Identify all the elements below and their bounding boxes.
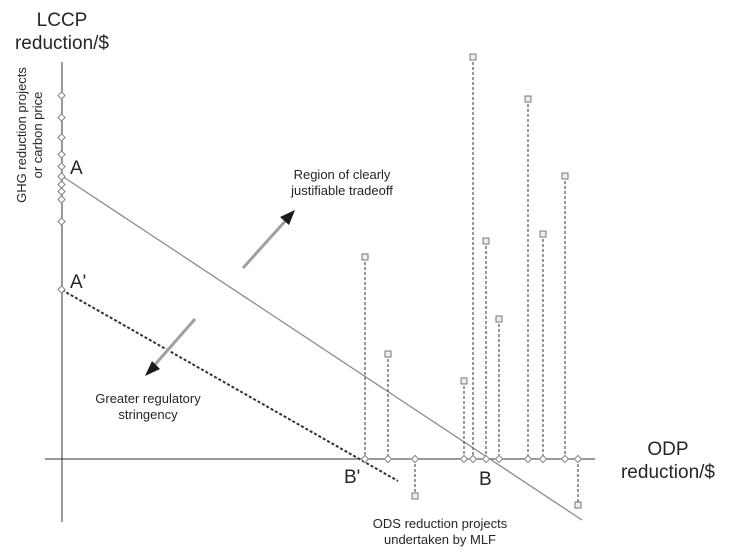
ods-axis-marker [494, 454, 504, 464]
y-axis-title-line2: reduction/$ [14, 32, 109, 54]
x-axis-title-line2: reduction/$ [620, 461, 715, 483]
ods-axis-marker [360, 454, 370, 464]
x-bottom-label: ODS reduction projects undertaken by MLF [345, 516, 535, 547]
stringency-label-line2: stringency [118, 406, 178, 422]
ghg-project-marker [57, 172, 66, 181]
ods-square [361, 253, 369, 261]
ghg-project-marker [57, 133, 66, 142]
y-axis-title-line1: LCCP [36, 10, 88, 31]
ghg-project-marker [57, 217, 66, 226]
stringency-label-line1: Greater regulatory [95, 391, 201, 406]
ods-square [539, 230, 547, 238]
ods-axis-marker [523, 454, 533, 464]
ods-square [384, 350, 392, 358]
x-axis-title-line1: ODP [647, 439, 689, 460]
ghg-project-marker [57, 187, 66, 196]
region-label-line2: justifiable tradeoff [291, 182, 393, 198]
ods-square [495, 315, 503, 323]
ods-square [460, 377, 468, 385]
x-bottom-label-line2: undertaken by MLF [383, 531, 496, 547]
ghg-project-markers [57, 91, 66, 294]
ods-axis-marker [538, 454, 548, 464]
ghg-project-marker [57, 150, 66, 159]
ods-axis-marker [383, 454, 393, 464]
ods-square [482, 237, 490, 245]
ods-project-squares [361, 53, 582, 509]
y-side-label-line2: or carbon price [30, 91, 45, 179]
y-side-label-line1: GHG reduction projects [13, 67, 29, 203]
line-A-B [61, 175, 583, 521]
ods-axis-marker [468, 454, 478, 464]
ods-axis-markers [360, 454, 583, 464]
ods-square [574, 501, 582, 509]
ods-project-stems [364, 57, 579, 505]
y-axis-title: LCCP reduction/$ [10, 10, 114, 56]
ghg-project-marker [57, 195, 66, 204]
ods-square [411, 492, 419, 500]
point-A-label: A [70, 158, 83, 179]
x-bottom-label-line1: ODS reduction projects [372, 516, 508, 531]
stringency-arrow-head [145, 361, 160, 376]
ods-square [524, 95, 532, 103]
stringency-label: Greater regulatory stringency [82, 391, 214, 422]
ods-axis-marker [481, 454, 491, 464]
region-label-line1: Region of clearly [293, 167, 391, 182]
ghg-project-marker [57, 285, 66, 294]
tradeoff-arrow-head [280, 210, 295, 225]
ghg-project-marker [57, 162, 66, 171]
ghg-project-marker [57, 180, 66, 189]
ods-axis-marker [560, 454, 570, 464]
line-A-prime-B-prime [61, 289, 399, 482]
ods-axis-marker [410, 454, 420, 464]
point-B-label: B [479, 469, 492, 490]
ods-axis-marker [573, 454, 583, 464]
ghg-project-marker [57, 113, 66, 122]
tradeoff-arrow-shaft [241, 216, 290, 270]
ods-axis-marker [459, 454, 469, 464]
x-axis-title: ODP reduction/$ [612, 439, 724, 485]
ods-square [469, 53, 477, 61]
point-B-prime-label: B' [344, 467, 361, 488]
region-label: Region of clearly justifiable tradeoff [278, 167, 406, 198]
ghg-project-marker [57, 91, 66, 100]
point-A-prime-label: A' [70, 272, 87, 293]
y-side-label: GHG reduction projects or carbon price [14, 67, 47, 203]
ods-square [561, 172, 569, 180]
stringency-arrow-shaft [150, 318, 197, 369]
